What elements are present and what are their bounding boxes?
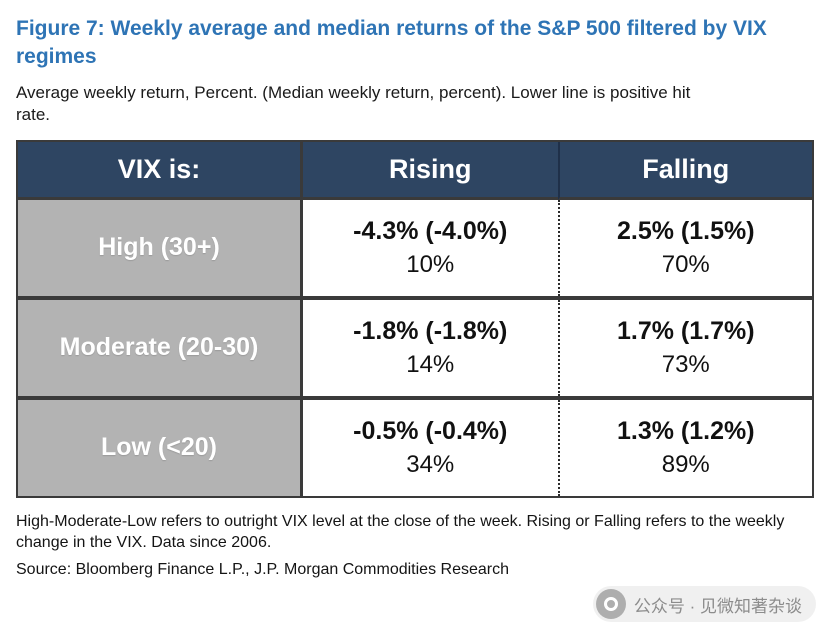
cell-low-rising: -0.5% (-0.4%) 34% — [303, 399, 558, 496]
row-header-high: High (30+) — [18, 199, 303, 296]
cell-high-rising: -4.3% (-4.0%) 10% — [303, 199, 558, 296]
table-corner-header: VIX is: — [18, 141, 303, 200]
figure-source: Source: Bloomberg Finance L.P., J.P. Mor… — [16, 560, 509, 578]
vix-returns-table: VIX is: Rising Falling High (30+) -4.3% … — [16, 139, 814, 498]
hit-rate-value: 73% — [661, 350, 710, 378]
return-value: 1.3% (1.2%) — [616, 416, 755, 445]
camera-lens-shape — [603, 597, 618, 611]
hit-rate-value: 70% — [661, 250, 710, 278]
row-header-low: Low (<20) — [18, 399, 303, 496]
return-value: -4.3% (-4.0%) — [353, 216, 508, 245]
hit-rate-value: 10% — [406, 250, 455, 278]
column-header-rising: Rising — [303, 141, 558, 200]
column-header-falling: Falling — [557, 141, 812, 200]
return-value: 1.7% (1.7%) — [616, 316, 755, 345]
cell-low-falling: 1.3% (1.2%) 89% — [557, 399, 812, 496]
watermark-text: 公众号 · 见微知著杂谈 — [633, 596, 802, 616]
return-value: -0.5% (-0.4%) — [353, 416, 508, 445]
camera-icon — [595, 589, 626, 619]
cell-moderate-falling: 1.7% (1.7%) 73% — [557, 299, 812, 396]
figure-footnote: High-Moderate-Low refers to outright VIX… — [16, 512, 785, 551]
row-divider — [18, 395, 812, 400]
figure-subtitle: Average weekly return, Percent. (Median … — [16, 82, 691, 125]
return-value: -1.8% (-1.8%) — [353, 316, 508, 345]
hit-rate-value: 89% — [661, 450, 710, 478]
watermark-badge: 公众号 · 见微知著杂谈 — [592, 586, 816, 622]
cell-moderate-rising: -1.8% (-1.8%) 14% — [303, 299, 558, 396]
row-divider — [18, 295, 812, 300]
hit-rate-value: 14% — [406, 350, 455, 378]
figure-title: Figure 7: Weekly average and median retu… — [16, 17, 767, 69]
cell-high-falling: 2.5% (1.5%) 70% — [557, 199, 812, 296]
hit-rate-value: 34% — [406, 450, 455, 478]
return-value: 2.5% (1.5%) — [616, 216, 755, 245]
row-header-moderate: Moderate (20-30) — [18, 299, 303, 396]
